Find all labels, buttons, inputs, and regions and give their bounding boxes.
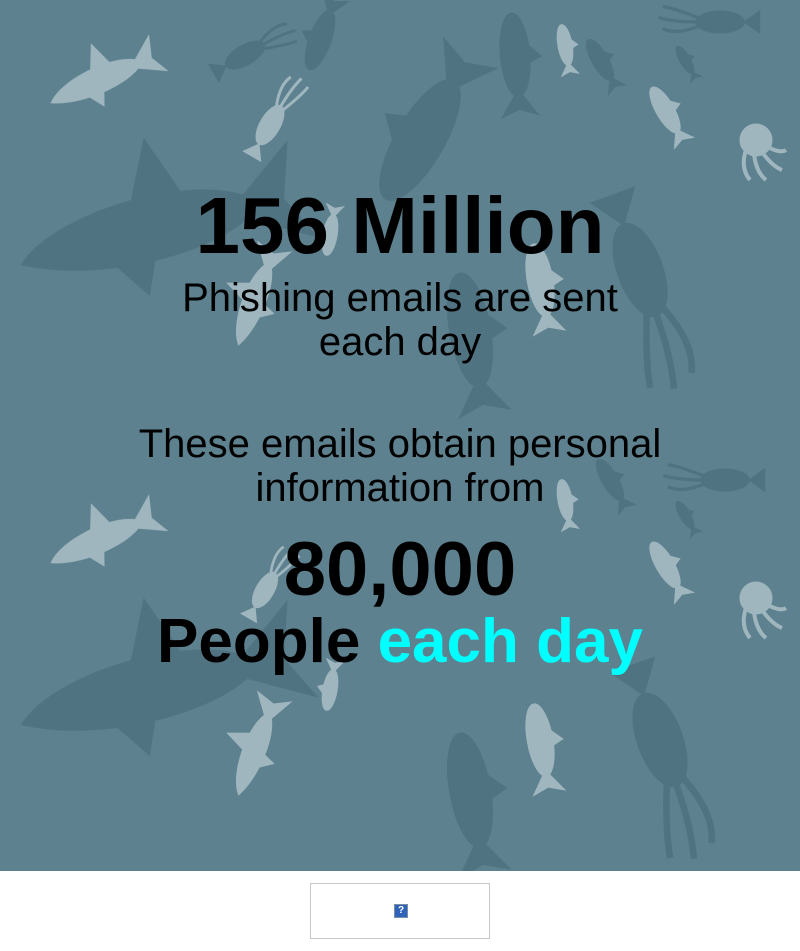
caption-line-1: Phishing emails are sent <box>182 276 618 320</box>
infographic-banner: 156 Million Phishing emails are sent eac… <box>0 0 800 871</box>
each-day-highlight: each day <box>377 607 643 676</box>
description-text: These emails obtain personal information… <box>0 422 800 510</box>
victim-label: People each day <box>0 606 800 678</box>
description-line-1: These emails obtain personal <box>138 422 662 466</box>
footer-area: ? <box>0 871 800 951</box>
victim-count-headline: 80,000 <box>283 527 517 612</box>
description-line-2: information from <box>255 466 545 510</box>
broken-image-icon: ? <box>394 904 408 918</box>
people-text: People <box>157 607 361 676</box>
statistics-text: 156 Million Phishing emails are sent eac… <box>0 181 800 678</box>
broken-image-placeholder[interactable]: ? <box>310 883 490 939</box>
phishing-count-headline: 156 Million <box>195 181 605 270</box>
phishing-count-caption: Phishing emails are sent each day <box>0 276 800 364</box>
caption-line-2: each day <box>318 320 482 364</box>
